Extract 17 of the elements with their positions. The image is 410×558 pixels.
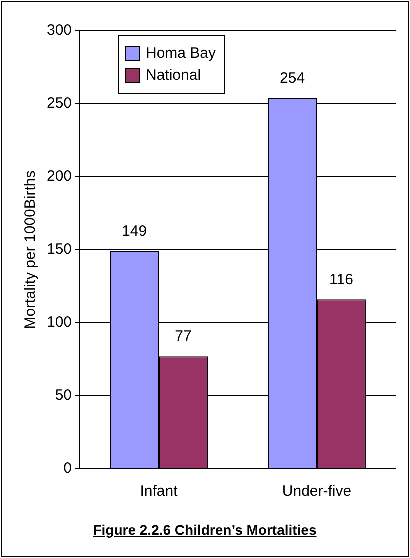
legend-label: Homa Bay bbox=[146, 45, 216, 62]
y-axis-title: Mortality per 1000Births bbox=[22, 170, 40, 330]
caption: Figure 2.2.6 Children’s Mortalities bbox=[92, 522, 318, 538]
x-tick-label: Under-five bbox=[282, 483, 352, 500]
y-tick-label: 0 bbox=[64, 460, 72, 478]
data-label: 116 bbox=[330, 271, 354, 288]
y-tick-label: 50 bbox=[55, 387, 72, 404]
y-tick-label: 100 bbox=[46, 314, 72, 332]
data-label: 77 bbox=[175, 328, 192, 346]
data-label: 149 bbox=[122, 223, 148, 240]
legend-label: National bbox=[146, 67, 202, 84]
data-label: 254 bbox=[280, 70, 306, 87]
y-tick-label: 200 bbox=[46, 168, 72, 186]
y-tick-label: 150 bbox=[46, 241, 72, 258]
y-tick-label: 300 bbox=[46, 22, 72, 40]
x-tick-label: Infant bbox=[140, 483, 179, 500]
y-tick-label: 250 bbox=[46, 95, 72, 112]
